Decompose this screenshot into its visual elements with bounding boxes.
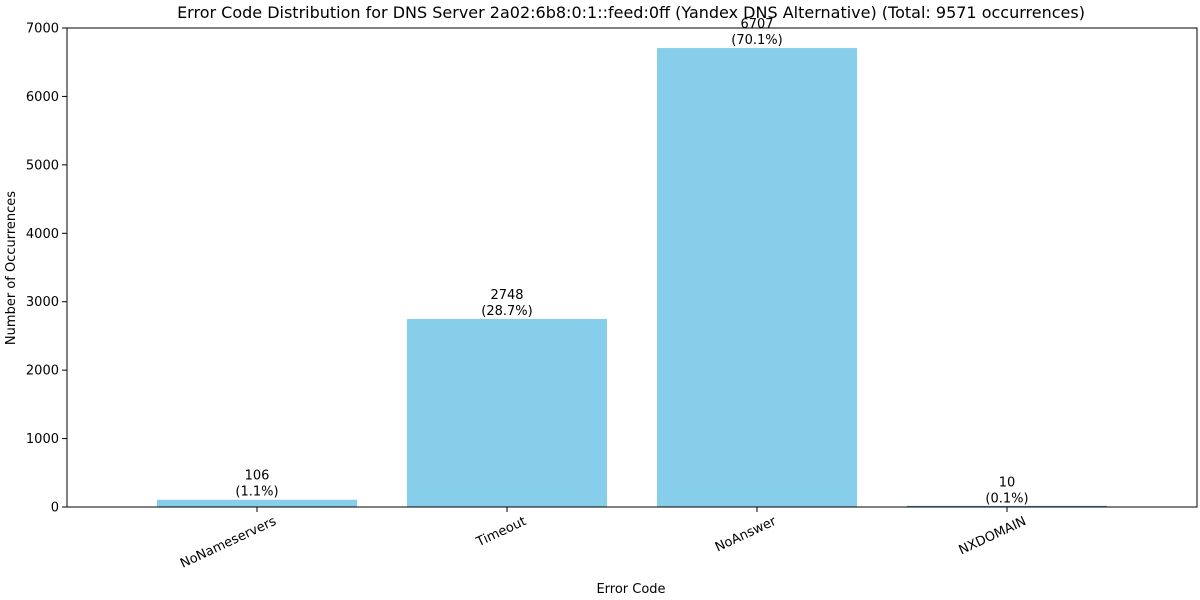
data-label-percent: (28.7%) [481,304,532,319]
chart-title: Error Code Distribution for DNS Server 2… [177,3,1085,22]
data-label-percent: (70.1%) [731,33,782,48]
bar-nonameservers [157,499,357,507]
y-tick-label: 3000 [26,295,59,310]
y-tick-label: 5000 [26,158,59,173]
data-label-percent: (0.1%) [985,491,1028,506]
x-tick-label: Timeout [473,514,528,550]
data-labels-layer: 106(1.1%) 2748(28.7%) 6707(70.1%) 10(0.1%) [235,17,1028,506]
plot-frame [66,27,1198,508]
data-label-value: 10 [999,475,1016,490]
y-tick-label: 4000 [26,227,59,242]
x-tick-label: NoAnswer [713,514,779,556]
y-axis-label: Number of Occurrences [4,191,19,345]
x-tick-label: NXDOMAIN [957,514,1029,558]
bar-noanswer [657,48,857,508]
bars-layer [157,48,1107,508]
y-tick-label: 2000 [26,364,59,379]
data-label-value: 2748 [490,288,523,303]
y-tick-label: 0 [51,501,59,516]
data-label-value: 106 [245,469,270,484]
y-tick-label: 7000 [26,22,59,37]
y-tick-label: 6000 [26,90,59,105]
x-axis-label: Error Code [596,582,665,597]
bar-timeout [407,318,607,507]
data-label-percent: (1.1%) [235,485,278,500]
axes-layer: 0 1000 2000 3000 4000 5000 6000 7000 NoNameserve… [26,22,1198,572]
x-tick-label: NoNameservers [178,514,279,572]
data-label-value: 6707 [740,17,773,32]
y-tick-label: 1000 [26,432,59,447]
